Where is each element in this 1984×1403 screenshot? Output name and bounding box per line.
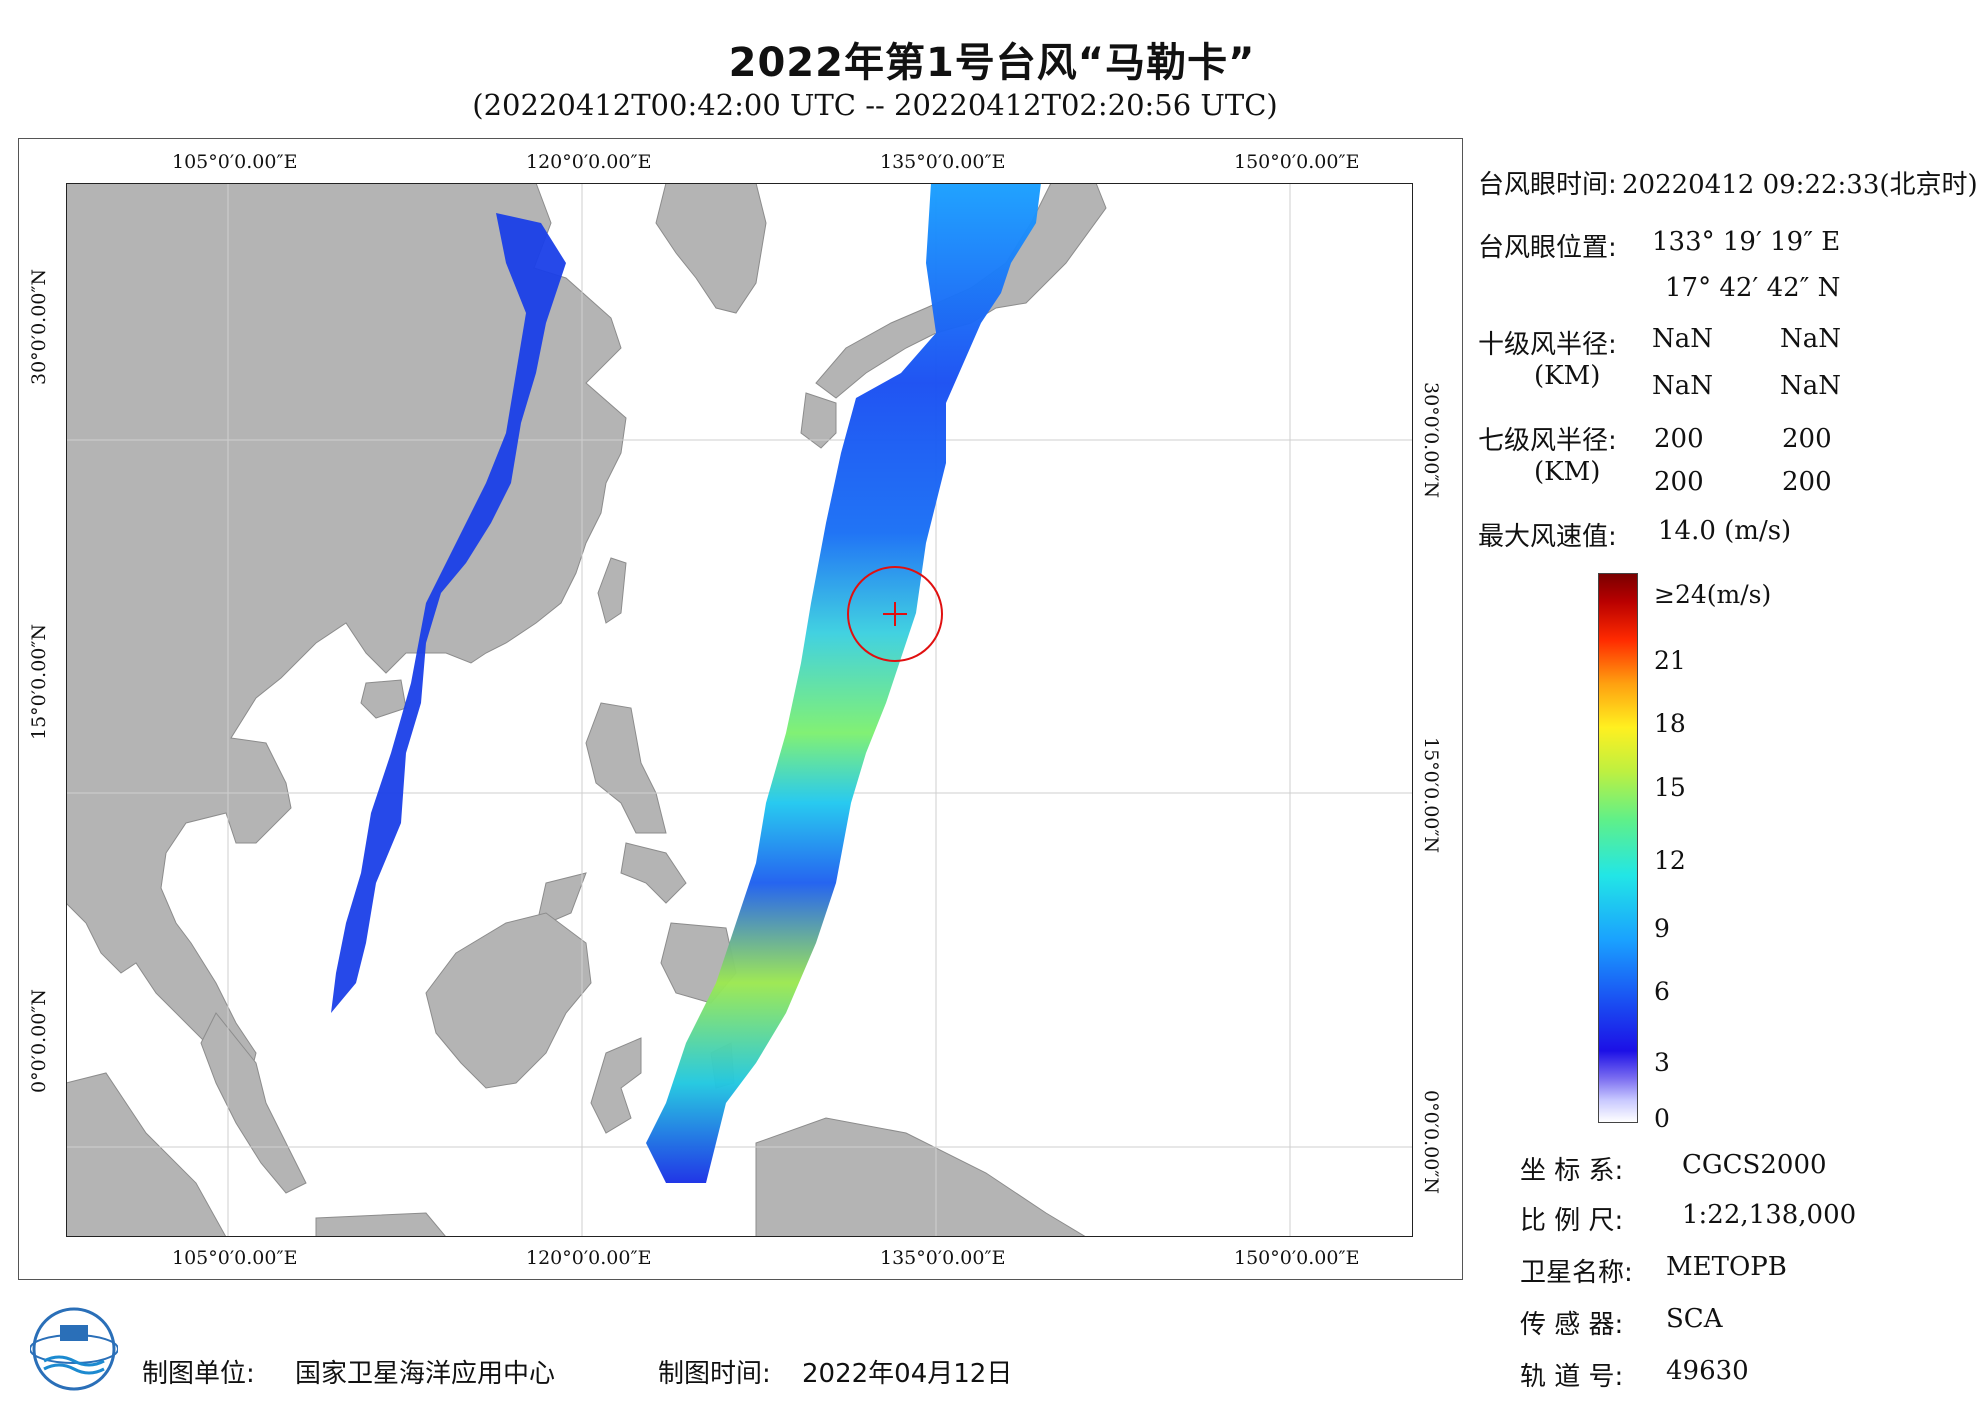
colorbar-label-6: 6 xyxy=(1654,977,1670,1006)
lon-tick-top-150: 150°0′0.00″E xyxy=(1234,151,1360,173)
eye-lat-value: 17° 42′ 42″ N xyxy=(1665,273,1841,303)
land-new-guinea xyxy=(755,1117,1087,1237)
lon-tick-top-135: 135°0′0.00″E xyxy=(880,151,1006,173)
coord-system-label: 坐 标 系: xyxy=(1520,1156,1624,1186)
land-sulawesi xyxy=(590,1037,642,1134)
r7-label: 七级风半径: xyxy=(1478,426,1617,456)
lat-tick-right-30: 30°0′0.00″N xyxy=(1420,382,1442,499)
r7-unit: (KM) xyxy=(1534,457,1601,487)
satellite-label: 卫星名称: xyxy=(1520,1258,1633,1288)
lat-tick-left-0: 0°0′0.00″N xyxy=(28,988,50,1093)
lat-tick-left-15: 15°0′0.00″N xyxy=(28,623,50,740)
orbit-value: 49630 xyxy=(1666,1356,1749,1386)
lat-tick-left-30: 30°0′0.00″N xyxy=(28,268,50,385)
lat-tick-right-15: 15°0′0.00″N xyxy=(1420,737,1442,854)
typhoon-eye-circle xyxy=(847,566,943,662)
map-title: 2022年第1号台风“马勒卡” xyxy=(728,40,1256,86)
maker-value: 国家卫星海洋应用中心 xyxy=(295,1359,556,1389)
colorbar-label-9: 9 xyxy=(1654,914,1670,943)
map-frame xyxy=(18,138,1463,1280)
colorbar-label-12: 12 xyxy=(1654,846,1686,875)
nsoas-logo-icon xyxy=(30,1307,118,1391)
date-value: 2022年04月12日 xyxy=(802,1359,1013,1389)
land-korea xyxy=(655,183,767,314)
land-sumatra xyxy=(66,1072,227,1237)
scale-value: 1:22,138,000 xyxy=(1682,1200,1857,1230)
sensor-label: 传 感 器: xyxy=(1520,1310,1624,1340)
r10-value-4: NaN xyxy=(1780,371,1842,401)
land-java xyxy=(315,1212,447,1237)
lon-tick-top-120: 120°0′0.00″E xyxy=(526,151,652,173)
r7-value-1: 200 xyxy=(1654,424,1704,454)
satellite-value: METOPB xyxy=(1666,1252,1787,1282)
wind-swath-west xyxy=(331,213,566,1013)
colorbar-label-18: 18 xyxy=(1654,709,1686,738)
sensor-value: SCA xyxy=(1666,1304,1723,1334)
r7-value-2: 200 xyxy=(1782,424,1832,454)
land-taiwan xyxy=(597,557,627,624)
land-borneo xyxy=(425,912,592,1089)
map-canvas[interactable] xyxy=(66,183,1413,1237)
coord-system-value: CGCS2000 xyxy=(1682,1150,1827,1180)
colorbar-label-3: 3 xyxy=(1654,1048,1670,1077)
colorbar-label-21: 21 xyxy=(1654,646,1686,675)
wind-swath-east xyxy=(646,183,1041,1183)
land-hainan xyxy=(360,679,407,719)
colorbar-label-0: 0 xyxy=(1654,1104,1670,1133)
eye-lon-value: 133° 19′ 19″ E xyxy=(1652,227,1841,257)
map-subtitle: (20220412T00:42:00 UTC -- 20220412T02:20… xyxy=(472,88,1278,122)
lon-tick-bottom-135: 135°0′0.00″E xyxy=(880,1247,1006,1269)
lon-tick-bottom-105: 105°0′0.00″E xyxy=(172,1247,298,1269)
max-wind-label: 最大风速值: xyxy=(1478,522,1617,552)
eye-time-value: 20220412 09:22:33(北京时) xyxy=(1622,170,1978,200)
r10-value-1: NaN xyxy=(1652,324,1714,354)
r10-unit: (KM) xyxy=(1534,361,1601,391)
typhoon-eye-marker[interactable] xyxy=(883,602,907,626)
date-label: 制图时间: xyxy=(658,1359,771,1389)
r10-label: 十级风半径: xyxy=(1478,330,1617,360)
land-luzon xyxy=(585,702,667,834)
land-palawan xyxy=(535,872,587,929)
colorbar-label-15: 15 xyxy=(1654,773,1686,802)
scale-label: 比 例 尺: xyxy=(1520,1206,1624,1236)
r10-value-3: NaN xyxy=(1652,371,1714,401)
colorbar-label-24: ≥24(m/s) xyxy=(1654,580,1772,609)
wind-speed-colorbar xyxy=(1598,573,1638,1123)
eye-pos-label: 台风眼位置: xyxy=(1478,233,1617,263)
eye-time-label: 台风眼时间: xyxy=(1478,170,1617,200)
r7-value-4: 200 xyxy=(1782,467,1832,497)
lon-tick-bottom-120: 120°0′0.00″E xyxy=(526,1247,652,1269)
lat-tick-right-0: 0°0′0.00″N xyxy=(1420,1090,1442,1195)
land-visayas xyxy=(620,842,687,904)
maker-label: 制图单位: xyxy=(142,1359,255,1389)
land-malay xyxy=(200,1012,307,1194)
r10-value-2: NaN xyxy=(1780,324,1842,354)
land xyxy=(66,183,1107,1237)
lon-tick-top-105: 105°0′0.00″E xyxy=(172,151,298,173)
max-wind-value: 14.0 (m/s) xyxy=(1658,516,1792,546)
r7-value-3: 200 xyxy=(1654,467,1704,497)
lon-tick-bottom-150: 150°0′0.00″E xyxy=(1234,1247,1360,1269)
orbit-label: 轨 道 号: xyxy=(1520,1362,1624,1392)
